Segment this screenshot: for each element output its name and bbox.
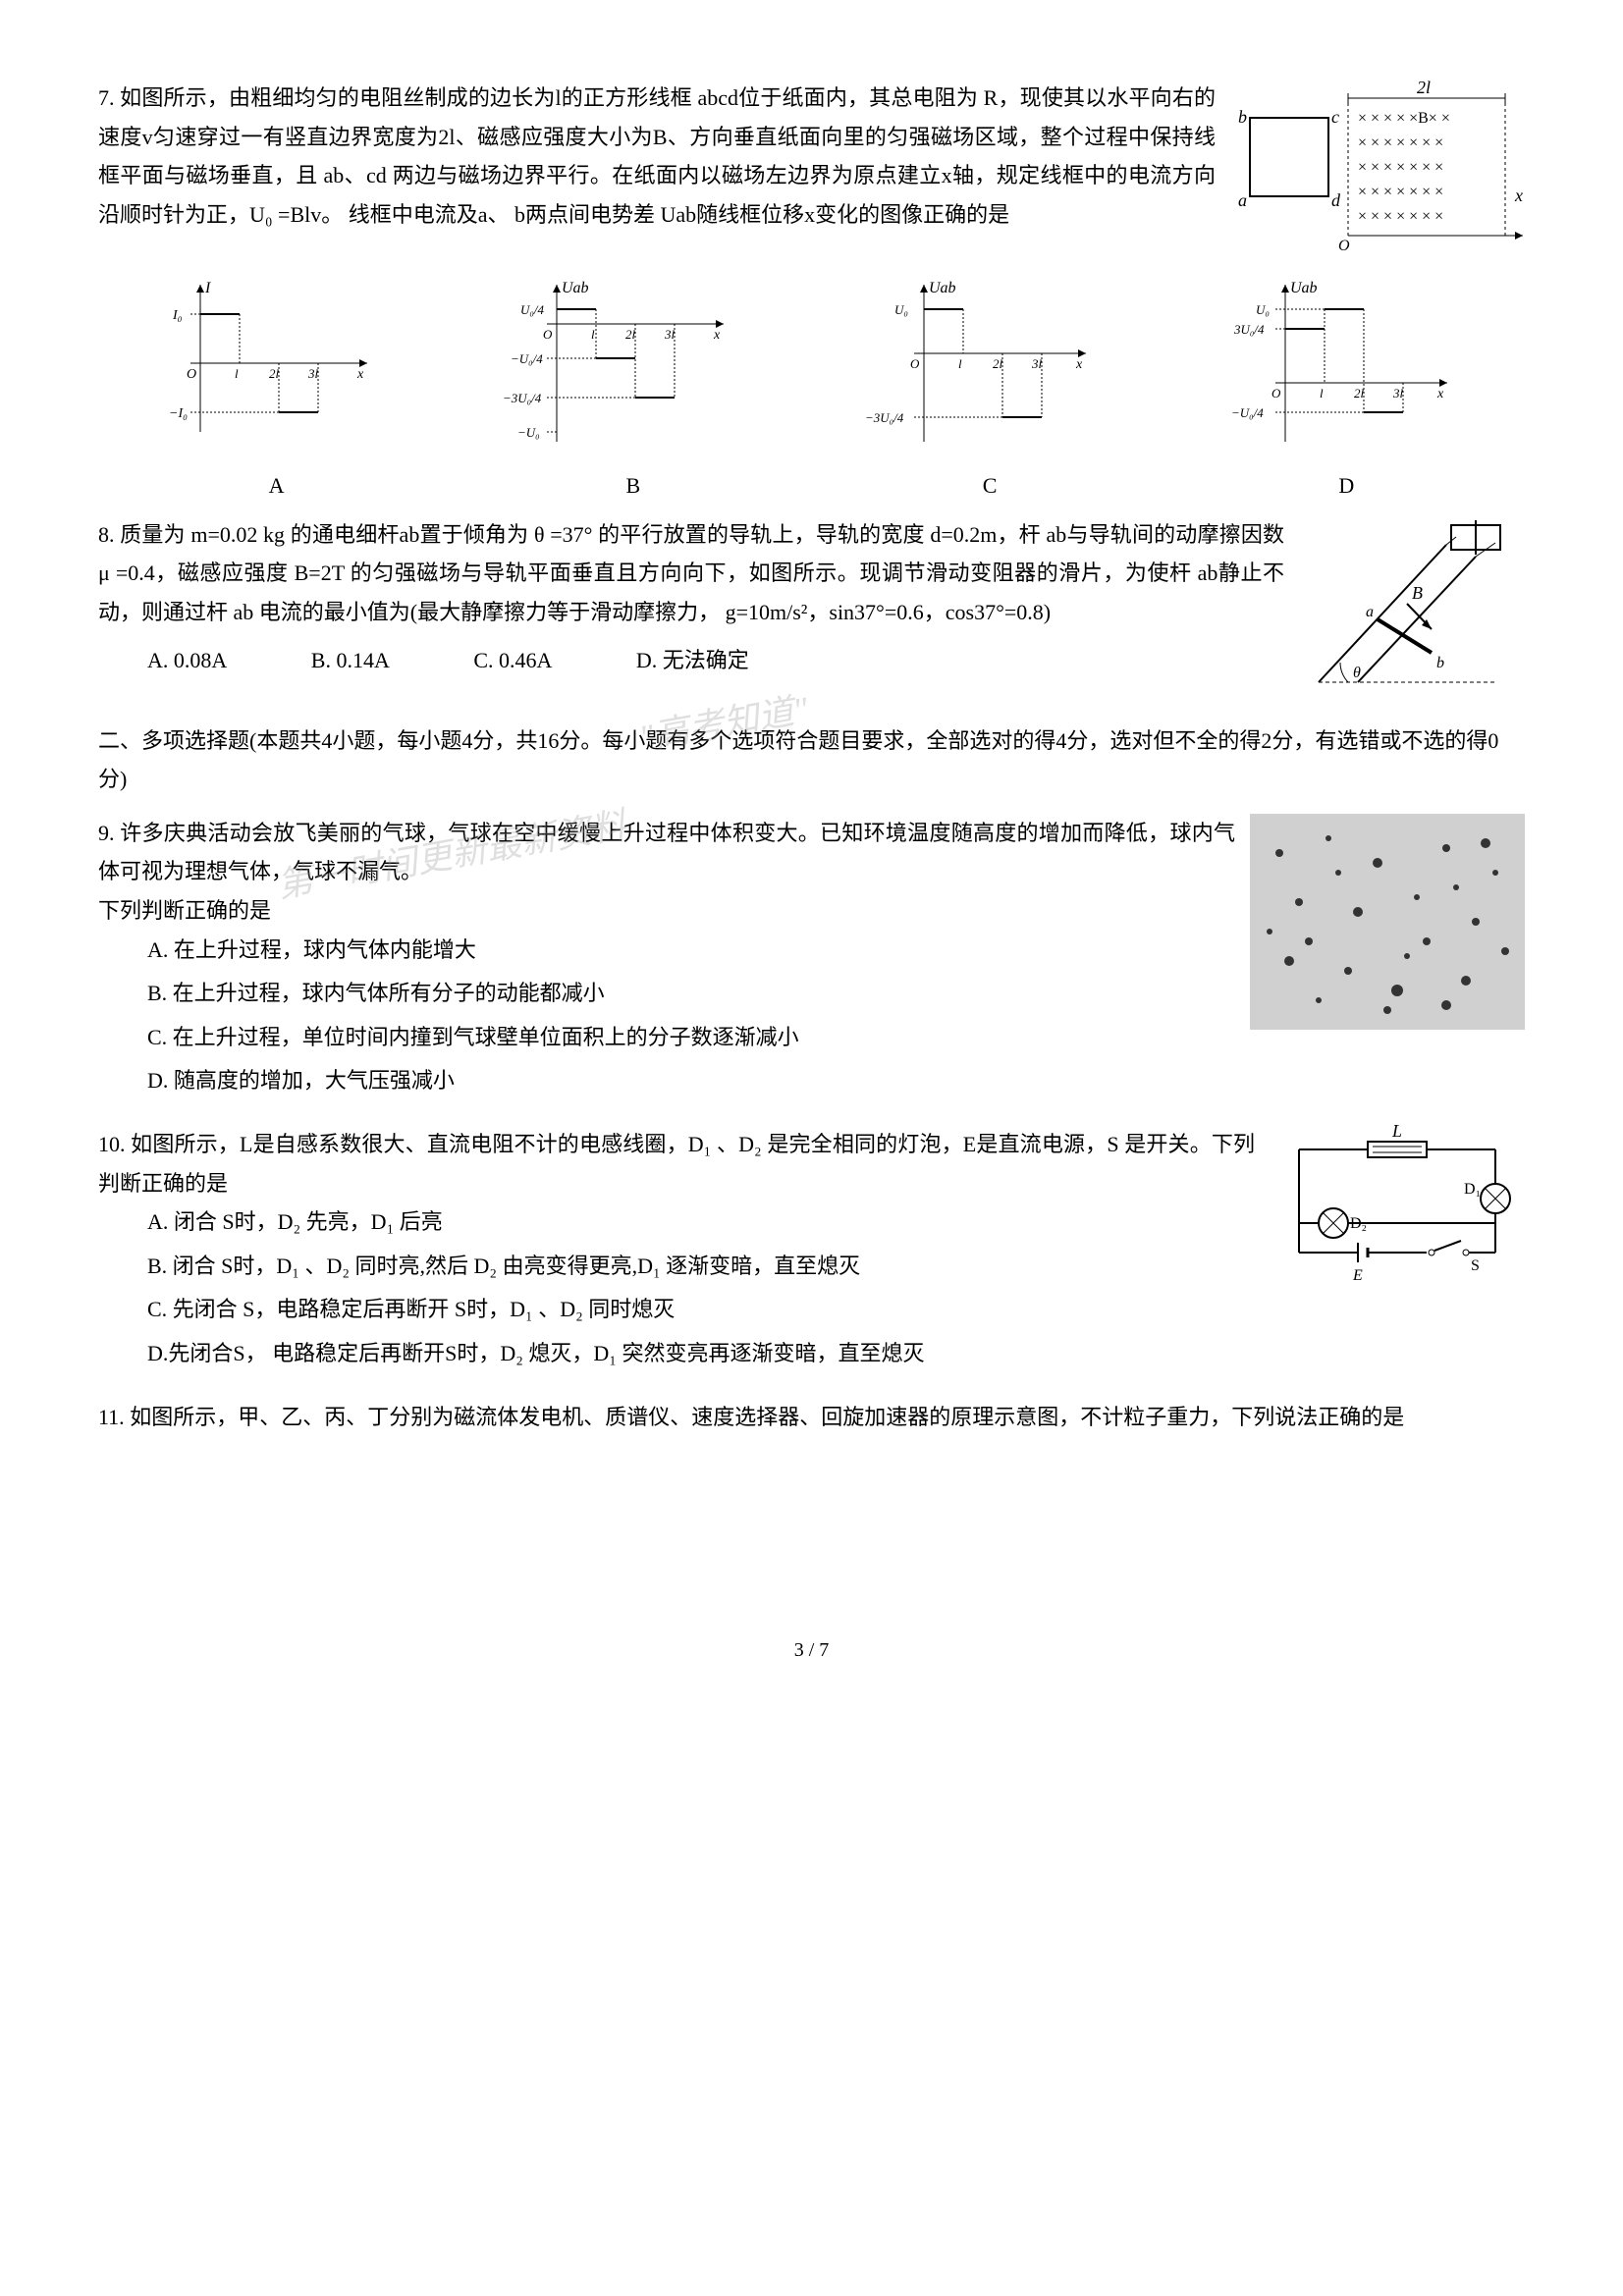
svg-text:c: c [1331, 107, 1339, 127]
svg-text:× × × × × × ×: × × × × × × × [1358, 184, 1443, 200]
svg-text:L: L [1391, 1125, 1402, 1141]
option-D-label: D [1168, 466, 1525, 506]
q8-body: 质量为 m=0.02 kg 的通电细杆ab置于倾角为 θ =37° 的平行放置的… [98, 522, 1284, 624]
section-2-header: "高考知道" 二、多项选择题(本题共4小题，每小题4分，共16分。每小题有多个选… [98, 721, 1525, 799]
q10-figure: L D₁ D₂ E S [1270, 1125, 1525, 1311]
q7-number: 7. [98, 85, 115, 110]
svg-text:Uab: Uab [929, 280, 956, 296]
q7-field-diagram: 2l b c a d × × × × ×B× × × × × × × × × ×… [1230, 79, 1525, 255]
svg-text:U₀: U₀ [894, 302, 908, 317]
option-C-label: C [812, 466, 1168, 506]
svg-text:x: x [1436, 387, 1444, 401]
svg-text:l: l [958, 356, 962, 371]
svg-text:a: a [1366, 604, 1374, 620]
q8-opt-B: B. 0.14A [311, 641, 390, 680]
svg-text:O: O [187, 367, 196, 382]
svg-text:Uab: Uab [1290, 280, 1318, 296]
q8-opt-D: D. 无法确定 [636, 641, 749, 680]
svg-text:I₀: I₀ [172, 308, 183, 323]
q7-graphs: I I₀ −I₀ O x l 2l 3l Uab U₀/4 −U₀/4 [98, 275, 1525, 452]
section2-text: 二、多项选择题(本题共4小题，每小题4分，共16分。每小题有多个选项符合题目要求… [98, 721, 1525, 799]
svg-text:U₀/4: U₀/4 [520, 302, 545, 317]
svg-text:−U₀: −U₀ [517, 425, 540, 440]
q8-figure: a b B θ [1299, 515, 1525, 702]
q7-option-labels: A B C D [98, 466, 1525, 506]
svg-text:3l: 3l [1392, 386, 1404, 400]
svg-text:O: O [1271, 386, 1281, 400]
svg-text:−I₀: −I₀ [169, 406, 188, 421]
svg-text:−3U₀/4: −3U₀/4 [503, 391, 542, 405]
option-B-label: B [455, 466, 811, 506]
option-A-label: A [98, 466, 455, 506]
svg-text:−U₀/4: −U₀/4 [1231, 405, 1264, 420]
svg-text:D₁: D₁ [1464, 1181, 1481, 1198]
svg-text:−U₀/4: −U₀/4 [511, 351, 543, 366]
svg-text:I: I [204, 280, 211, 296]
svg-text:O: O [910, 356, 920, 371]
svg-text:× × × × × × ×: × × × × × × × [1358, 159, 1443, 176]
q8-opt-C: C. 0.46A [473, 641, 552, 680]
svg-text:l: l [1320, 386, 1324, 400]
svg-text:O: O [543, 327, 553, 342]
svg-text:2l: 2l [993, 356, 1003, 371]
svg-text:a: a [1238, 190, 1247, 210]
graph-D: Uab U₀ 3U₀/4 −U₀/4 O x l 2l 3l [1226, 275, 1462, 452]
graph-C: Uab U₀ −3U₀/4 O x l 2l 3l [865, 275, 1101, 452]
svg-text:E: E [1352, 1267, 1363, 1284]
svg-text:−3U₀/4: −3U₀/4 [865, 410, 904, 425]
question-10: L D₁ D₂ E S [98, 1125, 1525, 1378]
svg-text:U₀: U₀ [1256, 302, 1270, 317]
question-8: a b B θ 8. 质量为 m=0.02 kg 的通电细杆ab置于倾角为 θ … [98, 515, 1525, 702]
question-11: 11. 如图所示，甲、乙、丙、丁分别为磁流体发电机、质谱仪、速度选择器、回旋加速… [98, 1398, 1525, 1437]
q7-figure: 2l b c a d × × × × ×B× × × × × × × × × ×… [1230, 79, 1525, 255]
svg-text:Uab: Uab [562, 280, 589, 296]
q9-opt-D: D. 随高度的增加，大气压强减小 [147, 1061, 1525, 1100]
svg-text:× × × × ×B× ×: × × × × ×B× × [1358, 110, 1450, 127]
svg-text:B: B [1412, 583, 1423, 603]
svg-text:2l: 2l [1354, 386, 1365, 400]
q7-body: 如图所示，由粗细均匀的电阻丝制成的边长为l的正方形线框 abcd位于纸面内，其总… [98, 85, 1216, 227]
q11-number: 11. [98, 1405, 125, 1429]
q11-text: 11. 如图所示，甲、乙、丙、丁分别为磁流体发电机、质谱仪、速度选择器、回旋加速… [98, 1398, 1525, 1437]
label-2l: 2l [1417, 79, 1431, 97]
graph-A: I I₀ −I₀ O x l 2l 3l [161, 275, 377, 452]
svg-text:b: b [1238, 107, 1247, 127]
svg-text:S: S [1471, 1257, 1480, 1274]
svg-text:d: d [1331, 190, 1341, 210]
q11-body: 如图所示，甲、乙、丙、丁分别为磁流体发电机、质谱仪、速度选择器、回旋加速器的原理… [130, 1405, 1404, 1429]
svg-text:3l: 3l [307, 366, 319, 381]
svg-text:3U₀/4: 3U₀/4 [1233, 322, 1265, 337]
svg-text:O: O [1338, 238, 1350, 254]
svg-text:2l: 2l [269, 366, 280, 381]
q10-body: 如图所示，L是自感系数很大、直流电阻不计的电感线圈，D₁ 、D₂ 是完全相同的灯… [98, 1132, 1255, 1196]
svg-text:x: x [1075, 357, 1083, 372]
question-7: 2l b c a d × × × × ×B× × × × × × × × × ×… [98, 79, 1525, 255]
svg-text:b: b [1436, 655, 1444, 671]
graph-B: Uab U₀/4 −U₀/4 −3U₀/4 −U₀ O x l 2l 3l [503, 275, 738, 452]
svg-text:× × × × × × ×: × × × × × × × [1358, 134, 1443, 151]
svg-text:2l: 2l [625, 327, 636, 342]
svg-text:l: l [591, 327, 595, 342]
q10-opt-D: D.先闭合S， 电路稳定后再断开S时，D₂ 熄灭，D₁ 突然变亮再逐渐变暗，直至… [147, 1334, 1525, 1373]
q9-body: 许多庆典活动会放飞美丽的气球，气球在空中缓慢上升过程中体积变大。已知环境温度随高… [98, 821, 1235, 884]
page-number: 3 / 7 [98, 1632, 1525, 1668]
svg-text:θ: θ [1353, 665, 1361, 681]
q8-number: 8. [98, 522, 115, 547]
svg-text:x: x [1514, 186, 1523, 205]
svg-text:l: l [235, 366, 239, 381]
svg-text:3l: 3l [664, 327, 676, 342]
svg-text:3l: 3l [1031, 356, 1043, 371]
svg-text:x: x [356, 367, 364, 382]
svg-text:x: x [713, 328, 721, 343]
field-crosses: × × × × ×B× × × × × × × × × × × × × × × … [1358, 110, 1450, 225]
question-9: 第一时间更新最新资料 9. 许多庆典活动会放飞美丽的气球，气球在空中缓慢上升过程… [98, 814, 1525, 1105]
q8-opt-A: A. 0.08A [147, 641, 227, 680]
q9-figure [1250, 814, 1525, 1030]
q10-number: 10. [98, 1132, 126, 1156]
q9-number: 9. [98, 821, 115, 845]
svg-text:× × × × × × ×: × × × × × × × [1358, 208, 1443, 225]
